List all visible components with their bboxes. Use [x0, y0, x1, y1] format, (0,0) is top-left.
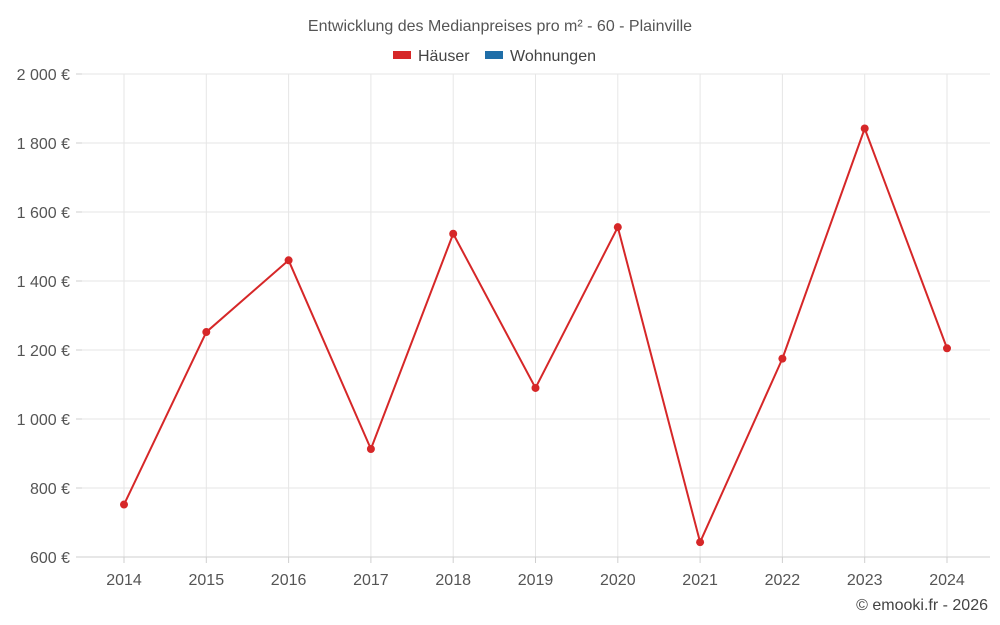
y-tick-label: 1 200 €: [17, 343, 70, 360]
y-tick-label: 1 400 €: [17, 274, 70, 291]
legend: Häuser Wohnungen: [393, 48, 596, 65]
x-axis-ticks: 2014 2015 2016 2017 2018 2019 2020 2021 2022 2023…: [106, 572, 965, 589]
y-tick-label: 800 €: [30, 481, 70, 498]
y-tick-label: 1 000 €: [17, 412, 70, 429]
legend-swatch-haeuser: [393, 51, 411, 59]
data-point[interactable]: [367, 445, 375, 453]
x-tick-label: 2023: [847, 572, 883, 589]
data-point[interactable]: [532, 384, 540, 392]
copyright-notice: © emooki.fr - 2026: [856, 597, 988, 614]
x-tick-label: 2022: [765, 572, 801, 589]
grid: [82, 74, 990, 557]
data-point[interactable]: [778, 355, 786, 363]
data-point[interactable]: [285, 256, 293, 264]
x-tick-label: 2015: [189, 572, 225, 589]
y-axis-ticks: 600 € 800 € 1 000 € 1 200 € 1 400 € 1 600 € 1 …: [17, 67, 70, 567]
data-point[interactable]: [202, 328, 210, 336]
x-tick-label: 2020: [600, 572, 636, 589]
data-point[interactable]: [861, 125, 869, 133]
x-tick-label: 2016: [271, 572, 307, 589]
x-tick-label: 2018: [435, 572, 471, 589]
legend-label-wohnungen: Wohnungen: [510, 48, 596, 65]
x-tick-label: 2024: [929, 572, 965, 589]
x-tick-label: 2019: [518, 572, 554, 589]
x-tick-label: 2021: [682, 572, 718, 589]
y-tick-label: 2 000 €: [17, 67, 70, 84]
legend-item-haeuser[interactable]: Häuser: [393, 48, 470, 65]
x-tick-label: 2017: [353, 572, 389, 589]
y-tick-label: 1 600 €: [17, 205, 70, 222]
data-point[interactable]: [943, 344, 951, 352]
legend-label-haeuser: Häuser: [418, 48, 470, 65]
legend-item-wohnungen[interactable]: Wohnungen: [485, 48, 596, 65]
chart-title: Entwicklung des Medianpreises pro m² - 6…: [308, 18, 692, 35]
data-point[interactable]: [120, 501, 128, 509]
data-point[interactable]: [614, 223, 622, 231]
legend-swatch-wohnungen: [485, 51, 503, 59]
data-point[interactable]: [449, 230, 457, 238]
axes: [76, 74, 990, 563]
y-tick-label: 1 800 €: [17, 136, 70, 153]
y-tick-label: 600 €: [30, 550, 70, 567]
data-point[interactable]: [696, 538, 704, 546]
x-tick-label: 2014: [106, 572, 142, 589]
